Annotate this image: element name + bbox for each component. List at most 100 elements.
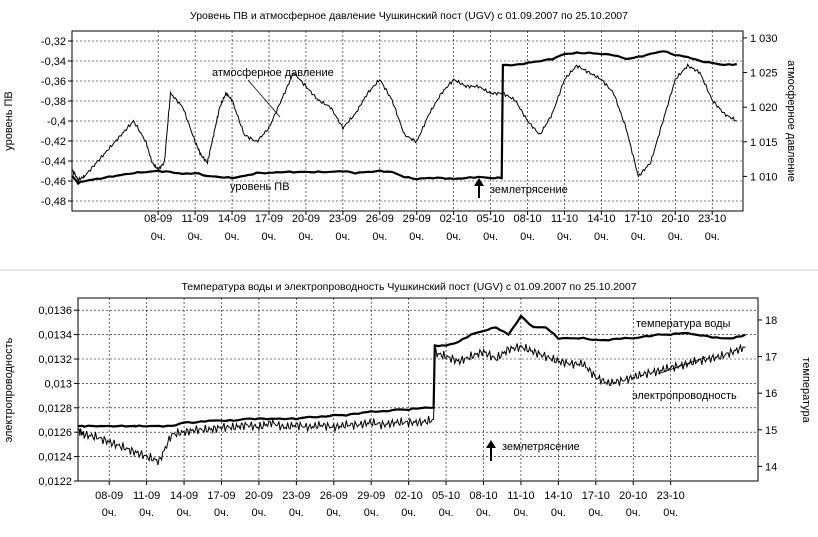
- x-tick-sublabel: 0ч.: [401, 507, 416, 519]
- left-tick-label: -0,4: [47, 116, 66, 128]
- x-tick-sublabel: 0ч.: [663, 507, 678, 519]
- x-tick-sublabel: 0ч.: [483, 231, 498, 243]
- x-tick-sublabel: 0ч.: [551, 507, 566, 519]
- x-tick-label: 17-10: [582, 490, 610, 502]
- x-tick-label: 23-10: [657, 490, 685, 502]
- right-tick-label: 16: [765, 388, 777, 400]
- left-tick-label: -0,44: [41, 156, 66, 168]
- x-tick-label: 08-09: [95, 490, 123, 502]
- x-tick-label: 05-10: [432, 490, 460, 502]
- series-line-1: [71, 62, 737, 184]
- chart1-annotation-level: уровень ПВ: [230, 181, 290, 193]
- x-tick-label: 23-09: [329, 213, 357, 225]
- left-tick-label: -0,42: [41, 136, 66, 148]
- left-tick-label: -0,46: [41, 176, 66, 188]
- series-line-0: [77, 314, 746, 428]
- right-tick-label: 14: [765, 461, 777, 473]
- x-tick-label: 20-10: [619, 490, 647, 502]
- x-tick-sublabel: 0ч.: [151, 231, 166, 243]
- chart2-cond-leader: [657, 356, 707, 375]
- x-tick-label: 20-10: [661, 213, 689, 225]
- x-tick-label: 17-09: [207, 490, 235, 502]
- x-tick-sublabel: 0ч.: [705, 231, 720, 243]
- chart2-left-ticks: 0,0136 0,0134 0,0132 0,013 0,0128 0,0126 0,012…: [38, 305, 78, 488]
- x-tick-label: 02-10: [440, 213, 468, 225]
- right-tick-label: 1 030: [750, 33, 778, 45]
- right-tick-label: 18: [765, 315, 777, 327]
- x-tick-sublabel: 0ч.: [289, 507, 304, 519]
- left-tick-label: 0,0134: [38, 330, 72, 342]
- x-tick-sublabel: 0ч.: [626, 507, 641, 519]
- x-tick-sublabel: 0ч.: [409, 231, 424, 243]
- x-tick-sublabel: 0ч.: [557, 231, 572, 243]
- x-tick-label: 02-10: [395, 490, 423, 502]
- series-line-1: [77, 343, 746, 466]
- x-tick-sublabel: 0ч.: [372, 231, 387, 243]
- x-tick-sublabel: 0ч.: [225, 231, 240, 243]
- chart1-x-ticks: 08-09 0ч. 11-09 0ч. 14-09 0ч. 17-09 0ч. 20-09 0ч.…: [144, 211, 726, 243]
- chart2-series: [77, 314, 746, 466]
- x-tick-sublabel: 0ч.: [446, 231, 461, 243]
- chart2-annotation-temp: температура воды: [636, 318, 731, 330]
- left-tick-label: -0,34: [41, 56, 66, 68]
- chart1-left-ticks: -0,32 -0,34 -0,36 -0,38 -0,4 -0,42 -0,44 -0,46 -…: [41, 36, 72, 208]
- x-tick-sublabel: 0ч.: [335, 231, 350, 243]
- chart1-series: [71, 50, 738, 186]
- chart2-annotation-quake: землетрясение: [502, 441, 580, 453]
- x-tick-label: 11-09: [133, 490, 160, 502]
- x-tick-sublabel: 0ч.: [177, 507, 192, 519]
- x-tick-sublabel: 0ч.: [214, 507, 229, 519]
- left-tick-label: 0,0126: [38, 427, 72, 439]
- chart1-title: Уровень ПВ и атмосферное давление Чушкин…: [190, 10, 628, 22]
- x-tick-sublabel: 0ч.: [102, 507, 117, 519]
- x-tick-sublabel: 0ч.: [262, 231, 277, 243]
- right-tick-label: 1 025: [750, 68, 778, 80]
- x-tick-sublabel: 0ч.: [476, 507, 491, 519]
- chart2-quake-arrow: [486, 440, 496, 461]
- x-tick-label: 29-09: [403, 213, 431, 225]
- x-tick-label: 14-09: [218, 213, 246, 225]
- x-tick-label: 11-10: [507, 490, 534, 502]
- x-tick-label: 29-09: [357, 490, 385, 502]
- left-tick-label: 0,0124: [38, 452, 72, 464]
- x-tick-label: 23-10: [698, 213, 726, 225]
- x-tick-sublabel: 0ч.: [251, 507, 266, 519]
- left-tick-label: 0,0136: [38, 305, 72, 317]
- x-tick-label: 08-10: [513, 213, 541, 225]
- x-tick-label: 26-09: [320, 490, 348, 502]
- left-tick-label: -0,32: [41, 36, 66, 48]
- x-tick-sublabel: 0ч.: [139, 507, 154, 519]
- x-tick-sublabel: 0ч.: [513, 507, 528, 519]
- x-tick-label: 05-10: [477, 213, 505, 225]
- chart1-right-axis-label: атмосферное давление: [785, 60, 797, 182]
- x-tick-label: 20-09: [245, 490, 273, 502]
- left-tick-label: 0,013: [44, 378, 72, 390]
- x-tick-sublabel: 0ч.: [439, 507, 454, 519]
- right-tick-label: 1 020: [750, 102, 778, 114]
- right-tick-label: 17: [765, 352, 777, 364]
- x-tick-label: 11-09: [181, 213, 208, 225]
- x-tick-sublabel: 0ч.: [631, 231, 646, 243]
- x-tick-label: 11-10: [551, 213, 578, 225]
- x-tick-sublabel: 0ч.: [364, 507, 379, 519]
- x-tick-label: 20-09: [292, 213, 320, 225]
- left-tick-label: -0,38: [41, 96, 66, 108]
- x-tick-sublabel: 0ч.: [588, 507, 603, 519]
- x-tick-label: 08-09: [144, 213, 172, 225]
- x-tick-sublabel: 0ч.: [326, 507, 341, 519]
- x-tick-sublabel: 0ч.: [668, 231, 683, 243]
- x-tick-sublabel: 0ч.: [188, 231, 203, 243]
- x-tick-label: 23-09: [282, 490, 310, 502]
- x-tick-label: 08-10: [469, 490, 497, 502]
- right-tick-label: 1 010: [750, 171, 778, 183]
- chart1-annotation-pressure: атмосферное давление: [212, 67, 334, 79]
- x-tick-label: 14-09: [170, 490, 198, 502]
- chart1-annotation-quake: землетрясение: [490, 184, 568, 196]
- right-tick-label: 1 015: [750, 137, 778, 149]
- chart1-pressure-leader: [247, 79, 281, 118]
- x-tick-label: 17-10: [624, 213, 652, 225]
- chart2-annotation-cond: электропроводность: [632, 390, 737, 402]
- x-tick-label: 14-10: [587, 213, 615, 225]
